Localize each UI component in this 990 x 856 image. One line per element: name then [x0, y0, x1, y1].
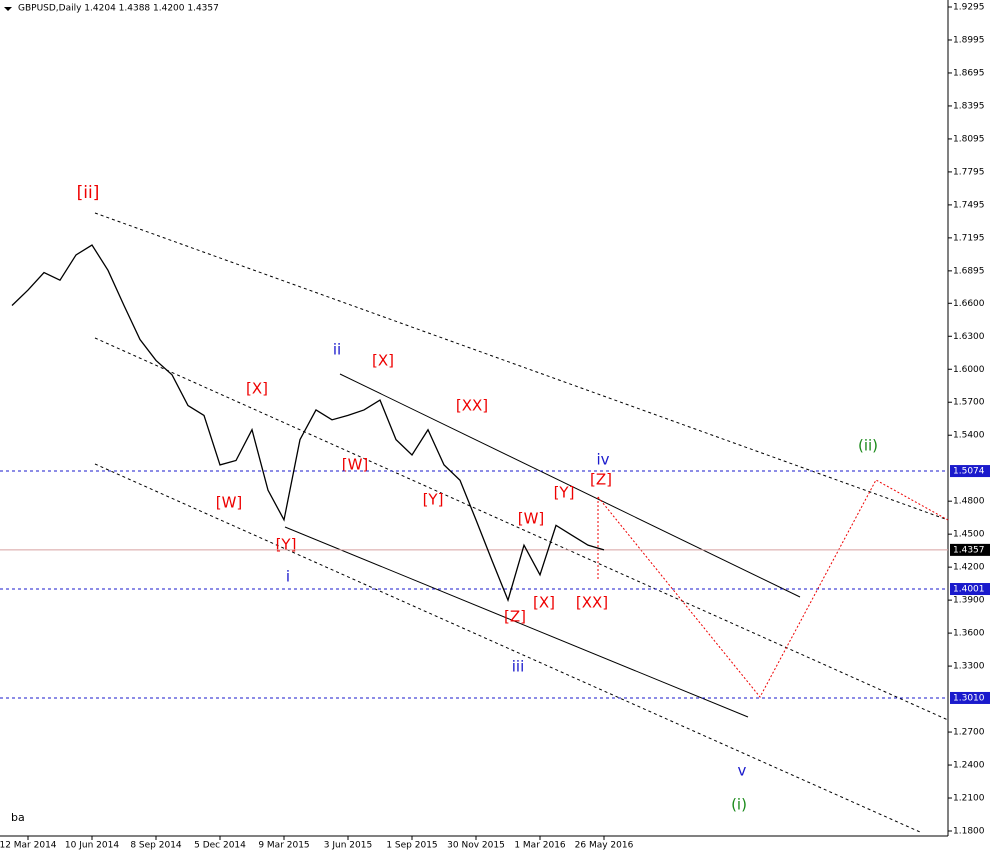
level-label-box: [950, 583, 990, 596]
y-tick-label: 1.4200: [953, 563, 985, 573]
channel-line: [284, 526, 749, 718]
level-label: 1.4001: [953, 585, 985, 595]
wave-label: iii: [512, 658, 525, 676]
y-tick-label: 1.7795: [953, 167, 985, 177]
y-tick-label: 1.5700: [953, 398, 985, 408]
y-tick-label: 1.1800: [953, 827, 985, 837]
y-tick-label: 1.6600: [953, 299, 985, 309]
y-tick-label: 1.4800: [953, 497, 985, 507]
wave-label: i: [286, 568, 290, 586]
y-tick-label: 1.8995: [953, 35, 985, 45]
wave-labels: [ii] ii [X] [X] [XX] iv [W] [Z] [Y] [Y] …: [11, 183, 878, 824]
wave-label: (ii): [858, 437, 878, 455]
y-tick-label: 1.7195: [953, 233, 985, 243]
wave-label: [ii]: [77, 183, 100, 203]
current-price-box: [950, 543, 990, 556]
channels: [94, 212, 949, 833]
y-tick-label: 1.3900: [953, 596, 985, 606]
current-price-label: 1.4357: [953, 545, 985, 555]
menu-arrow: [4, 7, 12, 11]
x-tick-label: 3 Jun 2015: [324, 841, 372, 851]
wave-label: [XX]: [576, 594, 608, 612]
y-tick-label: 1.4500: [953, 530, 985, 540]
channel-line: [339, 373, 801, 598]
wave-label: [W]: [518, 510, 545, 528]
y-tick-label: 1.6895: [953, 266, 985, 276]
x-tick-label: 8 Sep 2014: [130, 841, 182, 851]
y-tick-label: 1.8095: [953, 134, 985, 144]
y-tick-label: 1.2400: [953, 761, 985, 771]
wave-label: ii: [333, 341, 341, 359]
wave-label: [W]: [216, 494, 243, 512]
wave-label: iv: [596, 451, 609, 469]
x-tick-label: 30 Nov 2015: [447, 841, 505, 851]
channel-line: [94, 463, 921, 833]
wave-label: [Y]: [276, 536, 297, 554]
wave-label: (i): [731, 796, 747, 814]
x-tick-label: 5 Dec 2014: [194, 841, 246, 851]
level-label-box: [950, 691, 990, 704]
level-label-box: [950, 465, 990, 478]
x-tick-label: 26 May 2016: [575, 841, 634, 851]
wave-label: [W]: [342, 456, 369, 474]
x-tick-label: 1 Sep 2015: [386, 841, 437, 851]
x-tick-label: 12 Mar 2014: [0, 841, 57, 851]
x-tick-label: 1 Mar 2016: [514, 841, 566, 851]
y-tick-label: 1.2100: [953, 794, 985, 804]
note: ba: [11, 811, 25, 824]
y-tick-label: 1.6300: [953, 332, 985, 342]
wave-label: [X]: [533, 594, 555, 612]
y-tick-label: 1.6000: [953, 365, 985, 375]
channel-line: [94, 212, 949, 521]
chart-title: GBPUSD,Daily 1.4204 1.4388 1.4200 1.4357: [18, 4, 219, 14]
y-tick-label: 1.2700: [953, 728, 985, 738]
y-tick-label: 1.3300: [953, 662, 985, 672]
wave-label: v: [738, 762, 747, 780]
y-tick-label: 1.7495: [953, 200, 985, 210]
x-tick-label: 10 Jun 2014: [65, 841, 119, 851]
wave-label: [Z]: [590, 471, 612, 489]
x-tick-label: 9 Mar 2015: [258, 841, 309, 851]
y-tick-label: 1.5400: [953, 431, 985, 441]
y-tick-label: 1.8695: [953, 68, 985, 78]
wave-label: [XX]: [456, 397, 488, 415]
y-tick-label: 1.9295: [953, 3, 985, 13]
wave-label: [Z]: [504, 608, 526, 626]
wave-label: [Y]: [423, 491, 444, 509]
wave-label: [Y]: [554, 484, 575, 502]
level-label: 1.5074: [953, 467, 985, 477]
level-label: 1.3010: [953, 693, 985, 703]
y-tick-label: 1.3600: [953, 629, 985, 639]
price-line: [11, 244, 605, 603]
projection: [597, 479, 949, 698]
wave-label: [X]: [246, 380, 268, 398]
y-tick-label: 1.8395: [953, 101, 985, 111]
wave-label: [X]: [372, 352, 394, 370]
